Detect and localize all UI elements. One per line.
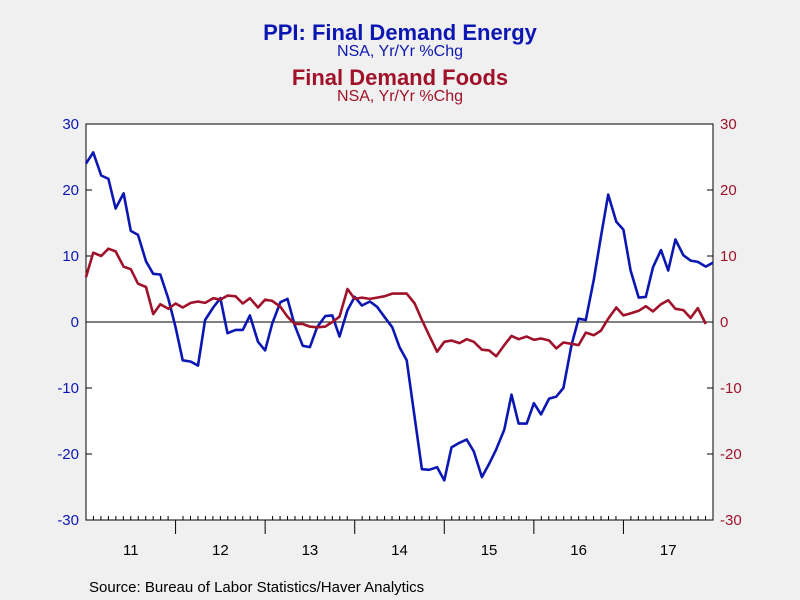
source-note: Source: Bureau of Labor Statistics/Haver… [89, 579, 425, 596]
y-tick-label-left: -30 [57, 512, 79, 529]
x-tick-label: 15 [481, 542, 498, 559]
y-tick-label-right: 20 [720, 182, 737, 199]
y-tick-label-right: 30 [720, 116, 737, 133]
chart-title-energy: PPI: Final Demand Energy [263, 20, 537, 45]
y-tick-label-left: 10 [62, 248, 79, 265]
x-tick-label: 14 [391, 542, 408, 559]
series-line-ppi-final-demand-energy [84, 151, 714, 482]
y-tick-label-left: 20 [62, 182, 79, 199]
y-tick-label-left: 30 [62, 116, 79, 133]
y-tick-label-right: -10 [720, 380, 742, 397]
y-tick-label-right: 10 [720, 248, 737, 265]
chart-subtitle-foods: NSA, Yr/Yr %Chg [337, 88, 463, 105]
chart-title-foods: Final Demand Foods [291, 65, 509, 90]
series-line-final-demand-foods [84, 247, 707, 358]
y-tick-label-right: -20 [720, 446, 742, 463]
x-tick-label: 16 [570, 542, 587, 559]
x-tick-label: 13 [302, 542, 319, 559]
y-tick-label-right: -30 [720, 512, 742, 529]
y-tick-label-left: -10 [57, 380, 79, 397]
x-tick-label: 11 [123, 542, 139, 559]
y-tick-label-left: 0 [71, 314, 79, 331]
x-tick-label: 17 [660, 542, 677, 559]
y-tick-label-left: -20 [57, 446, 79, 463]
y-tick-label-right: 0 [720, 314, 728, 331]
x-tick-label: 12 [212, 542, 229, 559]
chart-subtitle-energy: NSA, Yr/Yr %Chg [337, 43, 463, 60]
